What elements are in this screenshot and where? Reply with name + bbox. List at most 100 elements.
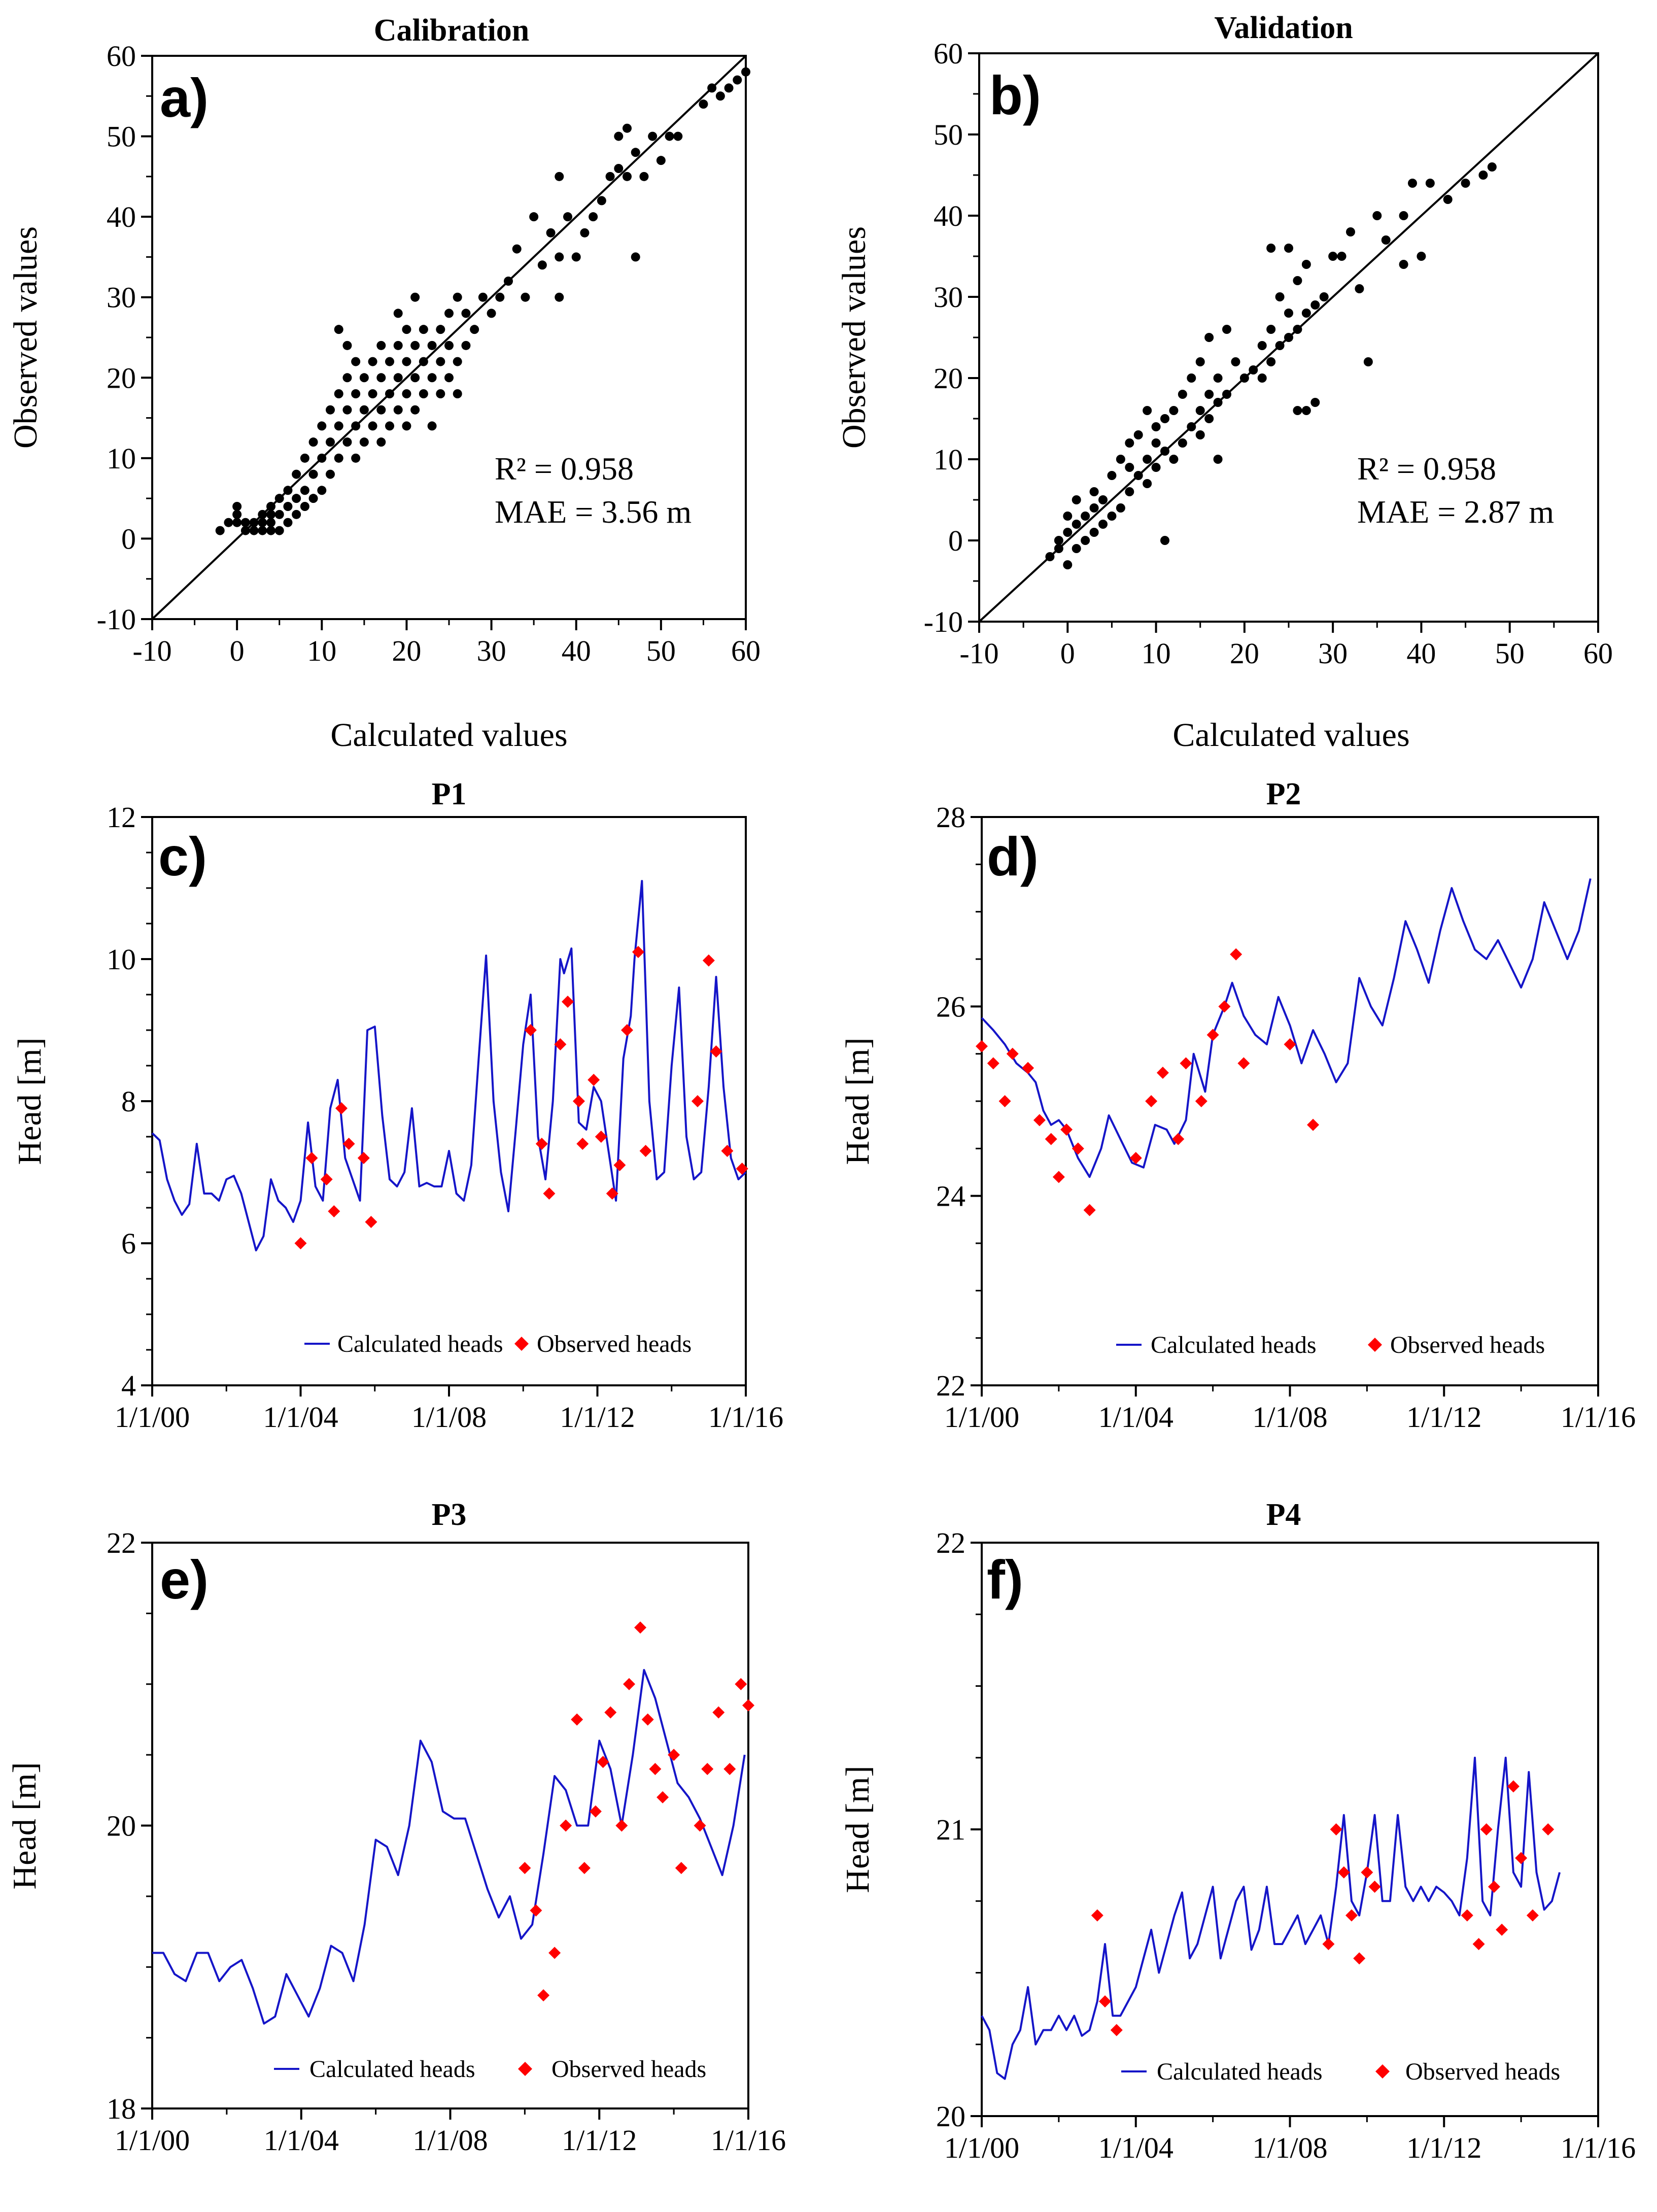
- scatter-point: [605, 172, 615, 181]
- observed-head-point: [621, 1024, 633, 1036]
- x-tick-label: 50: [646, 634, 676, 667]
- scatter-point: [317, 421, 327, 431]
- panel-f-legend: Calculated heads Observed heads: [1121, 2058, 1560, 2085]
- scatter-point: [385, 421, 394, 431]
- y-tick-label: 22: [936, 1526, 965, 1559]
- x-tick-label: 50: [1495, 637, 1525, 670]
- observed-head-point: [702, 954, 715, 967]
- scatter-point: [410, 292, 420, 302]
- observed-head-point: [1542, 1823, 1555, 1835]
- scatter-point: [1178, 438, 1187, 448]
- y-tick-label: 10: [934, 443, 963, 476]
- panel-e-legend-line-label: Calculated heads: [309, 2056, 475, 2083]
- panel-f-legend-point-swatch: [1375, 2064, 1390, 2079]
- scatter-point: [1116, 455, 1125, 464]
- scatter-point: [1213, 373, 1223, 383]
- panel-f-legend-line-label: Calculated heads: [1157, 2058, 1323, 2085]
- scatter-point: [1266, 244, 1276, 253]
- y-tick-label: 22: [936, 1369, 965, 1402]
- scatter-point: [359, 437, 369, 447]
- observed-head-point: [365, 1216, 377, 1228]
- scatter-point: [402, 389, 411, 398]
- x-tick-label: 40: [1406, 637, 1436, 670]
- y-tick-label: 40: [107, 200, 136, 233]
- observed-head-point: [742, 1699, 754, 1712]
- scatter-point: [1355, 284, 1364, 293]
- observed-head-point: [588, 1074, 600, 1086]
- y-tick-label: 60: [934, 37, 963, 70]
- scatter-point: [1098, 495, 1108, 504]
- scatter-point: [1213, 398, 1223, 407]
- panel-c-title: P1: [432, 777, 467, 811]
- observed-head-point: [1091, 1909, 1103, 1922]
- y-tick-label: -10: [924, 605, 963, 638]
- scatter-point: [724, 83, 734, 93]
- panel-b-title: Validation: [1214, 11, 1353, 45]
- y-tick-label: 0: [121, 522, 136, 555]
- panel-a-r2: R² = 0.958: [495, 451, 634, 487]
- panel-b-marks: [978, 52, 1599, 623]
- scatter-point: [707, 83, 717, 93]
- observed-head-point: [615, 1819, 628, 1832]
- observed-head-point: [572, 1095, 585, 1107]
- x-tick-label: 1/1/08: [412, 2124, 488, 2157]
- observed-head-point: [1156, 1067, 1169, 1079]
- scatter-point: [385, 357, 394, 366]
- calculated-heads-line: [981, 1756, 1561, 2080]
- scatter-point: [359, 373, 369, 383]
- scatter-point: [1222, 390, 1231, 399]
- observed-head-point: [998, 1095, 1011, 1107]
- scatter-point: [1293, 276, 1302, 285]
- observed-head-point: [328, 1205, 340, 1217]
- y-tick-label: 12: [107, 801, 136, 834]
- scatter-point: [1257, 341, 1267, 350]
- observed-head-point: [1515, 1852, 1528, 1864]
- x-tick-label: 1/1/08: [1252, 2131, 1327, 2164]
- scatter-point: [453, 292, 462, 302]
- scatter-point: [308, 437, 318, 447]
- panel-d-legend-line-label: Calculated heads: [1151, 1332, 1317, 1358]
- panel-d-legend-point-label: Observed heads: [1390, 1332, 1545, 1358]
- y-tick-label: 30: [107, 281, 136, 314]
- x-tick-label: 60: [1583, 637, 1613, 670]
- x-tick-label: 60: [731, 634, 761, 667]
- y-tick-label: 24: [936, 1180, 965, 1213]
- panel-b-mae: MAE = 2.87 m: [1357, 494, 1554, 530]
- scatter-point: [1487, 162, 1497, 172]
- scatter-point: [1425, 179, 1435, 188]
- y-tick-label: 40: [934, 199, 963, 232]
- scatter-point: [699, 99, 708, 109]
- x-tick-label: 1/1/04: [1098, 1401, 1173, 1434]
- y-tick-label: 20: [107, 1810, 136, 1843]
- scatter-point: [240, 526, 250, 535]
- panel-f-marks: [981, 1756, 1561, 2080]
- scatter-point: [342, 405, 352, 415]
- scatter-point: [623, 172, 632, 181]
- observed-head-point: [694, 1819, 706, 1832]
- observed-head-point: [1110, 2024, 1123, 2036]
- scatter-point: [402, 325, 411, 334]
- observed-head-point: [675, 1862, 687, 1875]
- scatter-point: [274, 494, 284, 503]
- scatter-point: [317, 453, 327, 463]
- x-tick-label: 1/1/08: [1252, 1401, 1327, 1434]
- observed-head-point: [1218, 1000, 1231, 1013]
- scatter-point: [342, 437, 352, 447]
- scatter-point: [1072, 495, 1081, 504]
- observed-head-point: [305, 1152, 318, 1164]
- panel-c-plot-frame: [151, 816, 747, 1386]
- scatter-point: [436, 325, 445, 334]
- panel-d-plot-frame: [981, 816, 1599, 1386]
- panel-d-marks: [976, 878, 1592, 1216]
- scatter-point: [427, 341, 437, 350]
- observed-head-point: [537, 1989, 550, 2001]
- scatter-point: [258, 526, 267, 535]
- scatter-point: [1266, 357, 1276, 366]
- scatter-point: [1116, 503, 1125, 513]
- scatter-point: [1266, 325, 1276, 334]
- x-tick-label: 1/1/16: [708, 1401, 783, 1434]
- scatter-point: [444, 309, 454, 318]
- panel-e-p3: P3 e) Head [m] Calculated heads Observed…: [6, 1498, 786, 2157]
- observed-head-point: [606, 1187, 618, 1200]
- scatter-point: [1337, 252, 1347, 261]
